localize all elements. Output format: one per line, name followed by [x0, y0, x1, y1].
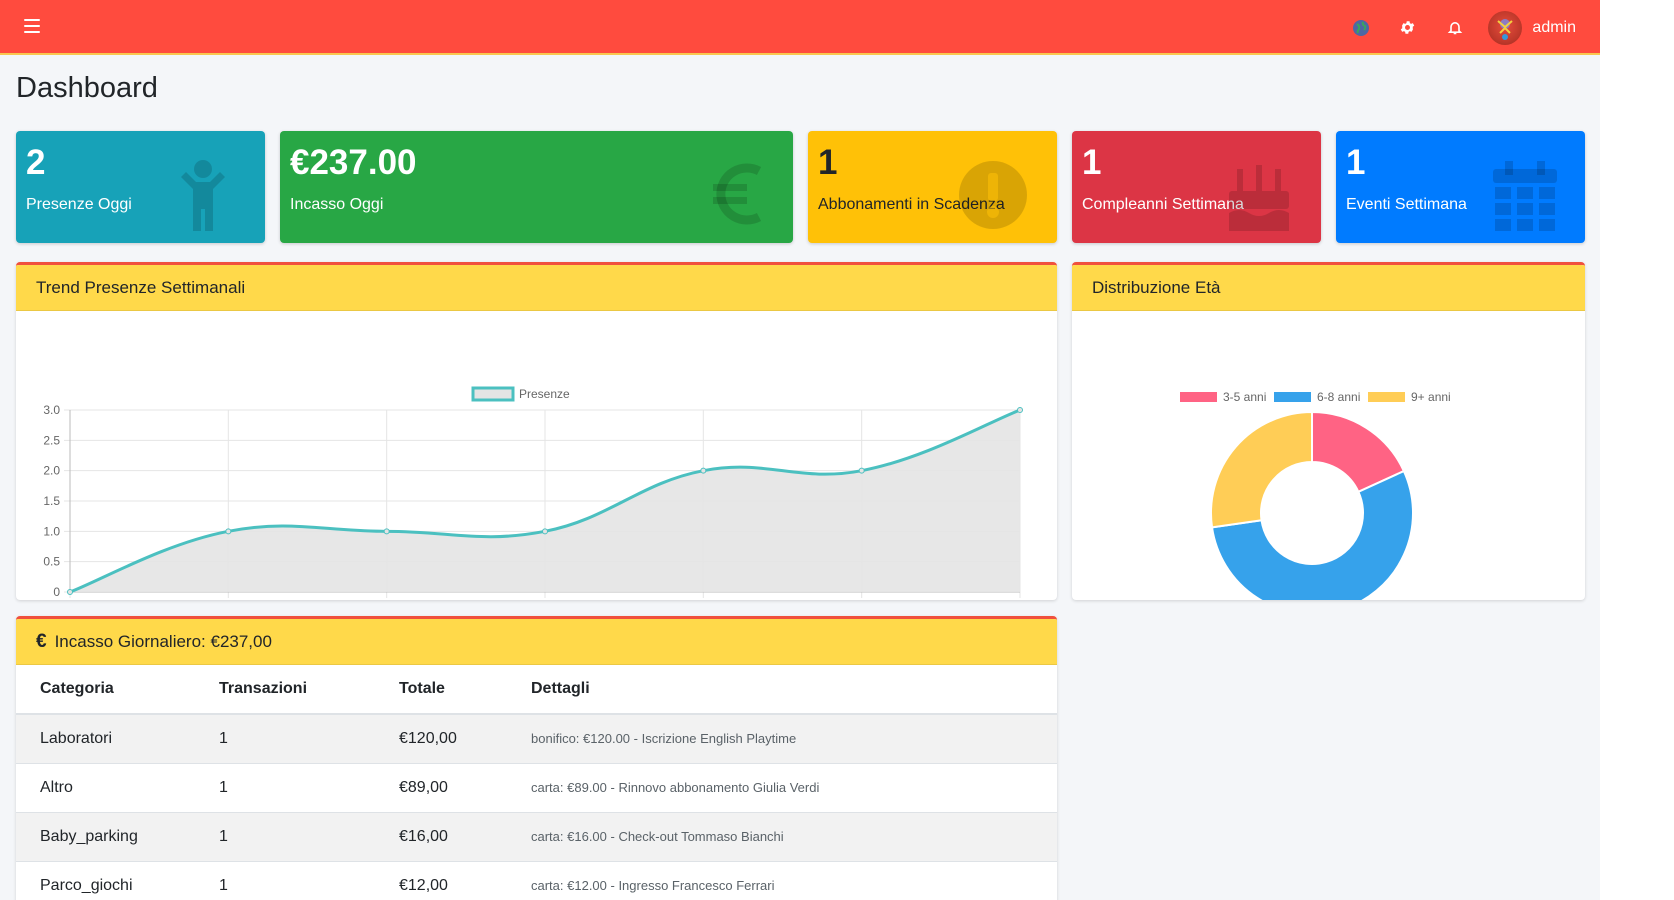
y-tick-label: 1.0 [43, 524, 60, 538]
stat-abbonamenti-scadenza[interactable]: 1 Abbonamenti in Scadenza [808, 131, 1057, 243]
calendar-icon [1493, 161, 1557, 236]
stat-eventi-settimana[interactable]: 1 Eventi Settimana [1336, 131, 1585, 243]
y-tick-label: 0.5 [43, 555, 60, 569]
cell-dettagli: carta: €16.00 - Check-out Tommaso Bianch… [531, 811, 1057, 861]
cell-transazioni: 1 [219, 811, 399, 861]
data-point [67, 589, 73, 595]
data-point [542, 528, 548, 535]
income-card-header: € Incasso Giornaliero: €237,00 [16, 619, 1057, 665]
data-point [858, 467, 865, 474]
stat-incasso-oggi[interactable]: €237.00 Incasso Oggi [280, 131, 793, 243]
legend-label-presenze: Presenze [519, 387, 570, 401]
table-row[interactable]: Altro 1 €89,00 carta: €89.00 - Rinnovo a… [16, 762, 1057, 812]
table-row[interactable]: Parco_giochi 1 €12,00 carta: €12.00 - In… [16, 860, 1057, 900]
bell-icon[interactable] [1431, 0, 1478, 55]
cell-dettagli: carta: €89.00 - Rinnovo abbonamento Giul… [531, 762, 1057, 812]
stat-compleanni-settimana[interactable]: 1 Compleanni Settimana [1072, 131, 1321, 243]
stat-label: Incasso Oggi [290, 196, 384, 213]
table-row[interactable]: Baby_parking 1 €16,00 carta: €16.00 - Ch… [16, 811, 1057, 861]
stat-value: 1 [1082, 143, 1102, 182]
column-header-transazioni: Transazioni [219, 665, 399, 715]
cell-transazioni: 1 [219, 713, 399, 763]
globe-icon[interactable] [1337, 0, 1384, 55]
navbar: admin [0, 0, 1600, 55]
cell-transazioni: 1 [219, 762, 399, 812]
cell-dettagli: carta: €12.00 - Ingresso Francesco Ferra… [531, 860, 1057, 900]
stat-label: Compleanni Settimana [1082, 196, 1244, 213]
birthday-cake-icon [1227, 161, 1291, 236]
data-point [1017, 407, 1023, 413]
page-title: Dashboard [16, 72, 158, 104]
chart-legend: Presenze [471, 386, 570, 402]
stat-value: 1 [1346, 143, 1366, 182]
stat-value: €237.00 [290, 143, 417, 182]
data-point [383, 528, 390, 535]
y-tick-label: 0 [53, 585, 60, 599]
stat-presenze-oggi[interactable]: 2 Presenze Oggi [16, 131, 265, 243]
cell-dettagli: bonifico: €120.00 - Iscrizione English P… [531, 713, 1057, 763]
column-header-categoria: Categoria [16, 665, 219, 715]
legend-label: 9+ anni [1411, 390, 1451, 404]
income-card-title: Incasso Giornaliero: €237,00 [54, 631, 272, 651]
euro-icon: € [36, 630, 47, 652]
donut-chart[interactable]: 3-5 anni 6-8 anni 9+ anni [1072, 311, 1585, 600]
pie-slice-2 [1210, 469, 1414, 600]
cell-categoria: Parco_giochi [16, 860, 219, 900]
chart-legend: 3-5 anni 6-8 anni 9+ anni [1180, 390, 1451, 404]
data-point [225, 528, 232, 535]
income-card: € Incasso Giornaliero: €237,00 Categoria… [16, 616, 1057, 900]
stat-value: 2 [26, 143, 46, 182]
cell-totale: €16,00 [399, 811, 531, 861]
y-tick-label: 2.0 [43, 464, 60, 478]
pie-slice-3 [1210, 410, 1313, 529]
stat-label: Abbonamenti in Scadenza [818, 196, 1005, 213]
column-header-dettagli: Dettagli [531, 665, 1057, 715]
y-tick-label: 3.0 [43, 403, 60, 417]
cell-categoria: Altro [16, 762, 219, 812]
legend-swatch [1274, 392, 1311, 402]
cell-categoria: Baby_parking [16, 811, 219, 861]
legend-label: 3-5 anni [1223, 390, 1266, 404]
line-chart[interactable]: Presenze00.51.01.52.02.53.02026-07-17202… [16, 311, 1057, 600]
cell-totale: €89,00 [399, 762, 531, 812]
table-header-row: Categoria Transazioni Totale Dettagli [16, 665, 1057, 715]
trend-card: Trend Presenze Settimanali Presenze 0 0.5 1… [16, 262, 1057, 600]
legend-swatch [1368, 392, 1405, 402]
exclamation-icon [959, 161, 1027, 234]
avatar[interactable] [1488, 10, 1523, 45]
cell-categoria: Laboratori [16, 713, 219, 763]
user-name[interactable]: admin [1532, 18, 1576, 36]
menu-icon[interactable] [24, 19, 40, 33]
stat-label: Eventi Settimana [1346, 196, 1467, 213]
legend-swatch-presenze [471, 386, 515, 402]
legend-label: 6-8 anni [1317, 390, 1360, 404]
cell-totale: €12,00 [399, 860, 531, 900]
app: admin Dashboard 2 Presenze Oggi €237.00 … [0, 0, 1600, 900]
stat-value: 1 [818, 143, 838, 182]
cell-totale: €120,00 [399, 713, 531, 763]
euro-icon [713, 159, 763, 234]
age-card-title: Distribuzione Età [1072, 265, 1585, 311]
y-tick-label: 2.5 [43, 433, 60, 447]
cell-transazioni: 1 [219, 860, 399, 900]
age-card: Distribuzione Età 3-5 anni 6-8 anni 9+ ann… [1072, 262, 1585, 600]
child-icon [177, 159, 229, 236]
trend-card-title: Trend Presenze Settimanali [16, 265, 1057, 311]
column-header-totale: Totale [399, 665, 531, 715]
series-area-presenze [70, 410, 1020, 592]
income-table: Categoria Transazioni Totale Dettagli La… [16, 665, 1057, 900]
stat-label: Presenze Oggi [26, 196, 132, 213]
y-tick-label: 1.5 [43, 494, 60, 508]
legend-swatch [1180, 392, 1217, 402]
gear-icon[interactable] [1384, 0, 1431, 55]
data-point [700, 467, 707, 474]
table-row[interactable]: Laboratori 1 €120,00 bonifico: €120.00 -… [16, 713, 1057, 763]
navbar-right: admin [1337, 0, 1576, 55]
